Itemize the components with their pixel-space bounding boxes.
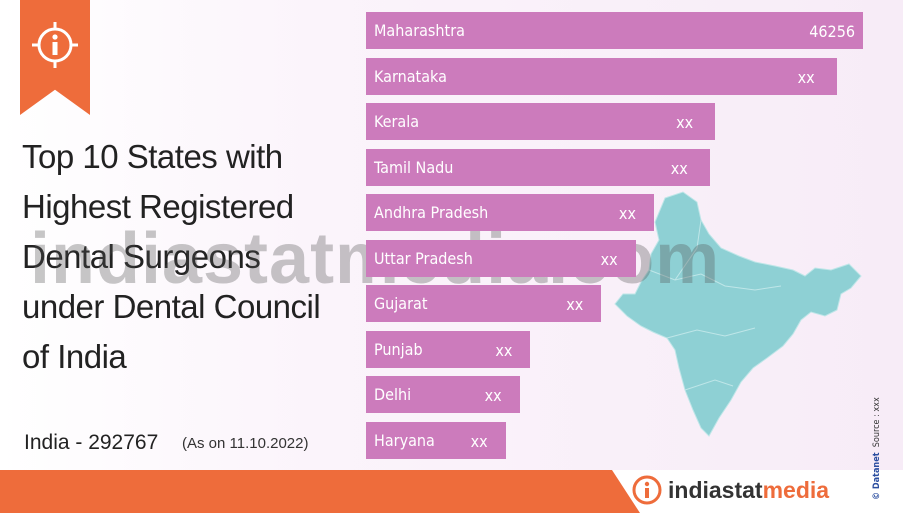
as-on-date: (As on 11.10.2022) [182,435,309,452]
bar-uttar-pradesh: Uttar Pradesh xx [366,239,636,277]
bar-andhra-pradesh: Andhra Pradesh xx [366,194,654,231]
bar-value: xx [566,295,584,314]
bar-value: xx [470,431,488,451]
bar-value: xx [670,158,688,178]
bar-value: xx [676,113,694,132]
info-icon [632,475,662,505]
bar-haryana: Haryana xx [366,421,506,459]
title-line: Top 10 States with [22,138,283,175]
bar-gujarat: Gujarat xx [366,285,602,322]
source-text: Source : xxx [872,397,882,448]
bar-label: Haryana [374,430,435,450]
bar-maharashtra: Maharashtra 46256 [366,12,863,49]
bar-value: xx [484,386,502,405]
india-total: India - 292767 [24,431,159,454]
bar-karnataka: Karnataka xx [366,57,837,95]
bar-label: Karnataka [374,66,447,86]
chart-title: Top 10 States with Highest Registered De… [22,132,342,382]
datanet-credit: © Datanet [872,452,882,500]
bar-chart: Maharashtra 46256 Karnataka xx Kerala xx Ta… [366,0,886,470]
info-badge [20,0,90,115]
bar-label: Punjab [374,339,423,359]
bar-label: Andhra Pradesh [374,203,489,222]
brand-suffix: media [762,476,830,503]
bar-value: xx [495,340,513,360]
brand-prefix: indiastat [668,476,763,503]
info-icon [32,22,78,68]
title-line: Dental Surgeons [22,238,261,275]
bar-kerala: Kerala xx [366,103,716,140]
bar-value: 46256 [809,22,855,41]
bar-value: xx [600,249,618,269]
bar-tamil-nadu: Tamil Nadu xx [366,148,710,186]
bar-label: Maharashtra [374,21,465,40]
bar-label: Tamil Nadu [374,157,454,177]
bar-delhi: Delhi xx [366,376,520,413]
title-line: of India [22,338,127,375]
india-map-icon [614,191,862,437]
bar-label: Gujarat [374,294,428,313]
bar-punjab: Punjab xx [366,330,531,368]
bar-value: xx [797,67,815,87]
title-line: under Dental Council [22,288,321,325]
bar-label: Uttar Pradesh [374,248,473,268]
brand-name: indiastatmedia [668,477,829,504]
source-credit: © Datanet Source : xxx [872,397,882,500]
bar-value: xx [618,204,636,223]
brand-logo[interactable]: indiastatmedia [632,473,829,507]
title-line: Highest Registered [22,188,294,225]
bar-label: Delhi [374,385,412,404]
bar-label: Kerala [374,112,420,131]
